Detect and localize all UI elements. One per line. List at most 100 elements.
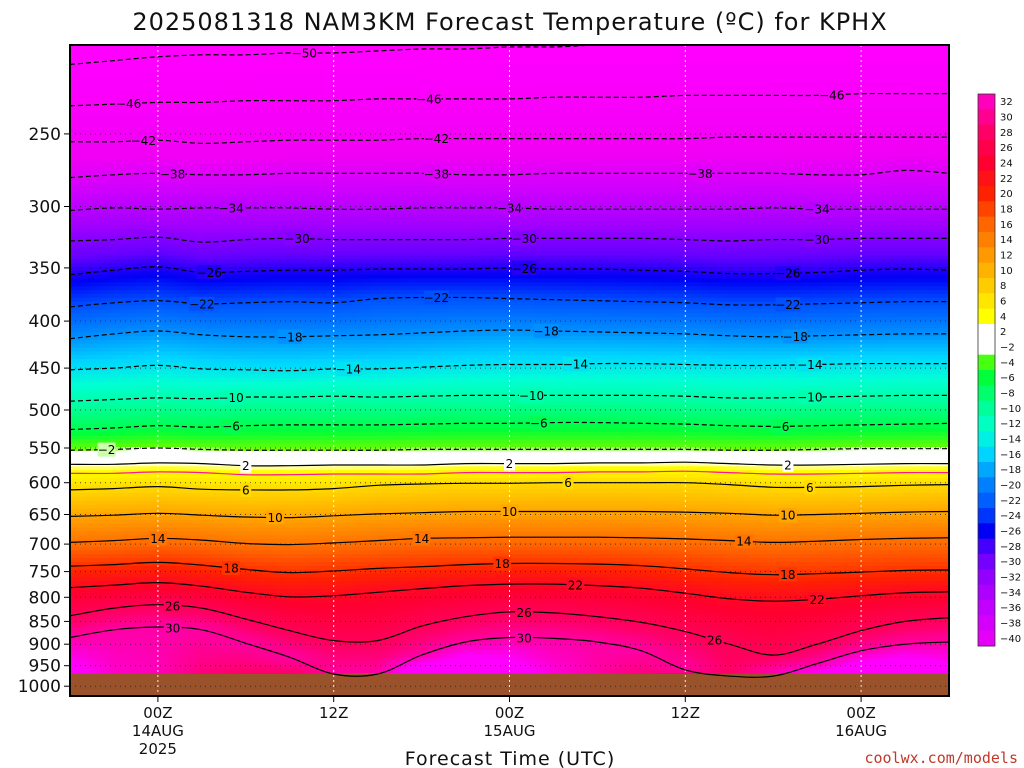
fill-cell	[79, 393, 84, 397]
fill-cell	[83, 524, 88, 528]
fill-cell	[74, 493, 79, 497]
fill-cell	[79, 436, 84, 440]
fill-cell	[83, 344, 88, 348]
fill-cell	[74, 547, 79, 551]
fill-cell	[92, 646, 97, 650]
fill-cell	[83, 413, 88, 417]
fill-cell	[101, 91, 106, 95]
fill-cell	[105, 152, 110, 156]
fill-cell	[88, 520, 93, 524]
fill-cell	[96, 145, 101, 149]
fill-cell	[79, 183, 84, 187]
fill-cell	[79, 313, 84, 317]
fill-cell	[101, 210, 106, 214]
fill-cell	[101, 137, 106, 141]
fill-cell	[101, 639, 106, 643]
fill-cell	[79, 202, 84, 206]
fill-cell	[74, 164, 79, 168]
fill-cell	[105, 351, 110, 355]
fill-cell	[74, 424, 79, 428]
fill-cell	[101, 340, 106, 344]
fill-cell	[88, 386, 93, 390]
fill-cell	[105, 187, 110, 191]
fill-cell	[88, 233, 93, 237]
fill-cell	[88, 359, 93, 363]
fill-cell	[101, 298, 106, 302]
fill-cell	[105, 68, 110, 72]
fill-cell	[101, 589, 106, 593]
fill-cell	[83, 233, 88, 237]
fill-cell	[92, 252, 97, 256]
fill-cell	[83, 558, 88, 562]
fill-cell	[96, 68, 101, 72]
fill-cell	[101, 593, 106, 597]
fill-cell	[101, 256, 106, 260]
fill-cell	[96, 256, 101, 260]
fill-cell	[92, 248, 97, 252]
fill-cell	[79, 259, 84, 263]
fill-cell	[92, 290, 97, 294]
fill-cell	[79, 156, 84, 160]
fill-cell	[88, 198, 93, 202]
fill-cell	[88, 371, 93, 375]
fill-cell	[105, 191, 110, 195]
fill-cell	[74, 122, 79, 126]
fill-cell	[88, 290, 93, 294]
fill-cell	[74, 53, 79, 57]
fill-cell	[105, 79, 110, 83]
fill-cell	[105, 168, 110, 172]
fill-cell	[83, 589, 88, 593]
fill-cell	[92, 217, 97, 221]
fill-cell	[79, 566, 84, 570]
fill-cell	[92, 340, 97, 344]
fill-cell	[74, 72, 79, 76]
fill-cell	[101, 87, 106, 91]
fill-cell	[74, 478, 79, 482]
fill-cell	[88, 110, 93, 114]
fill-cell	[79, 118, 84, 122]
fill-cell	[83, 520, 88, 524]
fill-cell	[96, 432, 101, 436]
fill-cell	[92, 79, 97, 83]
fill-cell	[74, 179, 79, 183]
fill-cell	[96, 378, 101, 382]
fill-cell	[83, 593, 88, 597]
fill-cell	[101, 79, 106, 83]
fill-cell	[101, 217, 106, 221]
fill-cell	[83, 650, 88, 654]
fill-cell	[92, 145, 97, 149]
fill-cell	[92, 76, 97, 80]
fill-cell	[92, 443, 97, 447]
fill-cell	[92, 416, 97, 420]
fill-cell	[92, 206, 97, 210]
fill-cell	[101, 202, 106, 206]
fill-cell	[79, 554, 84, 558]
fill-cell	[88, 164, 93, 168]
fill-cell	[105, 194, 110, 198]
fill-cell	[96, 183, 101, 187]
fill-cell	[101, 497, 106, 501]
fill-cell	[92, 198, 97, 202]
fill-cell	[105, 336, 110, 340]
fill-cell	[96, 508, 101, 512]
fill-cell	[88, 581, 93, 585]
fill-cell	[74, 604, 79, 608]
fill-cell	[101, 382, 106, 386]
fill-cell	[83, 332, 88, 336]
fill-cell	[88, 160, 93, 164]
fill-cell	[79, 451, 84, 455]
fill-cell	[105, 198, 110, 202]
fill-cell	[88, 505, 93, 509]
fill-cell	[74, 520, 79, 524]
fill-cell	[74, 420, 79, 424]
fill-cell	[92, 669, 97, 673]
fill-cell	[101, 535, 106, 539]
fill-cell	[92, 244, 97, 248]
fill-cell	[88, 83, 93, 87]
fill-cell	[83, 194, 88, 198]
fill-cell	[79, 145, 84, 149]
fill-cell	[83, 439, 88, 443]
fill-cell	[96, 520, 101, 524]
fill-cell	[88, 79, 93, 83]
fill-cell	[92, 233, 97, 237]
